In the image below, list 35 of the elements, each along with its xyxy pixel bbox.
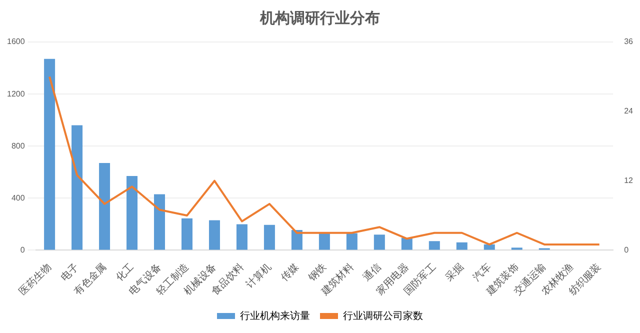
x-tick-label: 化工 (113, 261, 136, 284)
y-tick-label: 0 (20, 245, 26, 254)
bar (346, 233, 358, 250)
y-tick-label: 400 (11, 193, 26, 202)
y2-tick-label: 24 (624, 106, 634, 116)
chart-title: 机构调研行业分布 (259, 8, 380, 27)
x-tick-label: 计算机 (244, 261, 274, 291)
x-tick-label: 电子 (58, 261, 82, 284)
x-tick-label: 钢铁 (305, 261, 329, 284)
bar (182, 218, 192, 250)
bar (456, 242, 468, 250)
bar (208, 220, 220, 250)
legend-label: 行业机构来访量 (240, 310, 310, 322)
bar (72, 125, 83, 250)
bar (126, 176, 138, 250)
y2-tick-label: 36 (624, 37, 634, 46)
y2-tick-label: 12 (624, 176, 634, 186)
bar (264, 224, 275, 250)
legend-label: 行业调研公司家数 (343, 310, 423, 322)
y-tick-label: 1600 (7, 37, 26, 46)
x-tick-label: 医药生物 (16, 261, 54, 298)
bar (291, 230, 302, 250)
bar (154, 194, 166, 250)
x-tick-label: 采掘 (443, 261, 466, 284)
y-tick-label: 1200 (7, 89, 26, 98)
bar (428, 241, 440, 250)
x-tick-label: 汽车 (470, 261, 494, 284)
y2-tick-label: 0 (624, 245, 630, 254)
x-tick-label: 传媒 (279, 262, 302, 284)
bar (44, 58, 56, 250)
bar (374, 234, 385, 250)
y-tick-label: 800 (11, 141, 26, 150)
x-tick-label: 通信 (360, 261, 384, 284)
bar (99, 163, 110, 250)
bar (236, 224, 248, 250)
